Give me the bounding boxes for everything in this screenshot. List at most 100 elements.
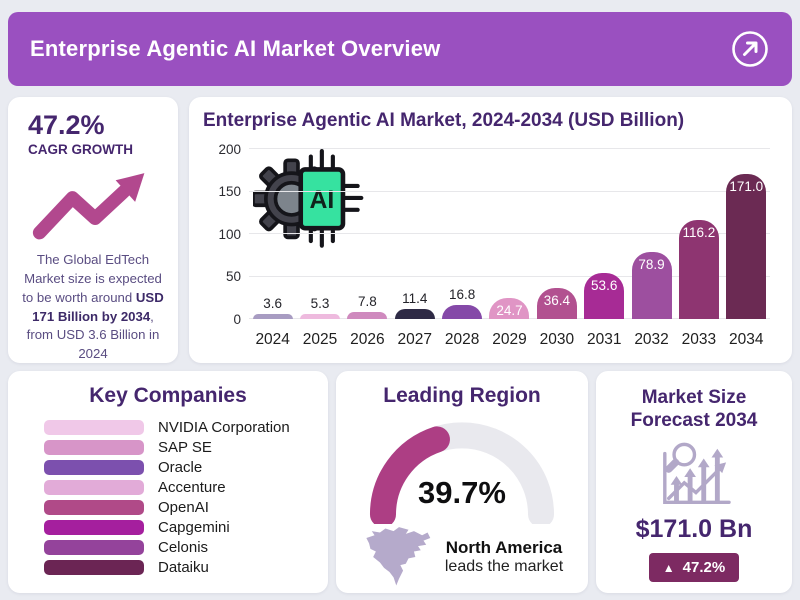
bar: 116.2	[678, 220, 719, 319]
badge-percent: 47.2%	[682, 559, 726, 577]
open-link-button[interactable]	[730, 29, 770, 69]
bar-column: 53.6	[581, 149, 628, 319]
x-axis-label: 2026	[350, 331, 385, 348]
cagr-description: The Global EdTech Market size is expecte…	[20, 251, 166, 363]
key-companies-panel: Key Companies NVIDIA Corporation SAP SE Or…	[8, 371, 328, 593]
region-caption: North America leads the market	[346, 523, 578, 591]
y-axis-tick: 0	[233, 311, 241, 327]
y-axis-tick: 200	[218, 141, 241, 157]
company-color-swatch	[44, 419, 144, 435]
ai-chip-label: AI	[309, 187, 334, 214]
forecast-title-line2: Forecast 2034	[630, 410, 758, 432]
gauge-fill	[369, 422, 555, 528]
desc-before: The Global EdTech Market size is expecte…	[22, 252, 162, 305]
growth-badge: ▲ 47.2%	[648, 553, 740, 583]
cagr-value: 47.2%	[28, 110, 105, 140]
gridline	[249, 190, 770, 192]
bar-value-label: 7.8	[358, 294, 377, 310]
bar-column: 5.3	[296, 149, 343, 319]
bar-column: 7.8	[344, 149, 391, 319]
company-color-swatch	[44, 519, 144, 535]
growth-arrow-icon	[32, 173, 145, 240]
page-title: Enterprise Agentic AI Market Overview	[30, 36, 441, 61]
company-row: Accenture	[44, 478, 328, 496]
bar: 24.7	[489, 298, 530, 319]
bar-column: 3.6	[249, 149, 296, 319]
bar: 53.6	[584, 273, 625, 319]
x-axis-label: 2034	[729, 331, 764, 348]
bar	[394, 309, 435, 319]
bar-value-label: 3.6	[263, 296, 283, 311]
region-caption-text: North America leads the market	[445, 538, 563, 576]
x-axis-label: 2031	[586, 331, 622, 348]
bar-column: 171.0	[723, 149, 770, 319]
bar-column: 11.4	[391, 149, 438, 319]
forecast-panel: Market Size Forecast 2034	[596, 371, 792, 593]
x-axis-label: 2025	[302, 331, 338, 348]
bar	[347, 312, 388, 319]
region-gauge: 39.7%	[364, 418, 560, 528]
bar	[300, 314, 341, 319]
bar-value-label: 16.8	[448, 286, 476, 302]
cagr-panel: 47.2% CAGR GROWTH The Global EdTech Mark…	[8, 97, 178, 363]
bar-chart: AI 0 50 100 150 200 3.6 5.3 7.8 11.4 16.8 24.7 36.4…	[203, 135, 778, 349]
bar-column: 116.2	[675, 149, 722, 319]
company-color-swatch	[44, 499, 144, 515]
bars: 3.6 5.3 7.8 11.4 16.8 24.7 36.4 53.6 78.9 116.2 17…	[249, 149, 770, 319]
company-color-swatch	[44, 559, 144, 575]
bar-column: 36.4	[533, 149, 580, 319]
bar-value-label: 11.4	[402, 291, 428, 307]
bar: 78.9	[631, 251, 672, 319]
header-banner: Enterprise Agentic AI Market Overview	[8, 12, 792, 86]
companies-list: NVIDIA Corporation SAP SE Oracle Accenture O…	[8, 418, 328, 576]
x-axis-label: 2027	[397, 331, 432, 348]
main-row: 47.2% CAGR GROWTH The Global EdTech Mark…	[8, 97, 792, 363]
company-name: Dataiku	[158, 558, 209, 576]
y-axis-tick: 50	[225, 268, 241, 284]
bar-column: 24.7	[486, 149, 533, 319]
chart-title: Enterprise Agentic AI Market, 2024-2034 …	[203, 110, 685, 131]
region-name: North America	[445, 538, 563, 557]
company-name: Oracle	[158, 458, 203, 476]
growth-chart-magnifier-icon	[663, 443, 731, 505]
forecast-title-line1: Market Size	[641, 387, 747, 408]
desc-bold: USD 171 Billion by 2034	[32, 289, 164, 324]
gridline	[249, 233, 770, 234]
north-america-map-icon	[366, 527, 431, 586]
company-color-swatch	[44, 539, 144, 555]
company-color-swatch	[44, 479, 144, 495]
forecast-title: Market Size Forecast 2034	[604, 386, 784, 432]
market-chart-panel: Enterprise Agentic AI Market, 2024-2034 …	[189, 97, 792, 363]
x-axis-label: 2033	[681, 331, 717, 348]
x-axis-label: 2024	[255, 331, 290, 348]
triangle-up-icon: ▲	[662, 560, 675, 575]
region-percent: 39.7%	[418, 475, 506, 510]
bottom-row: Key Companies NVIDIA Corporation SAP SE Or…	[8, 371, 792, 593]
company-row: Dataiku	[44, 558, 328, 576]
company-name: Capgemini	[158, 518, 230, 536]
x-axis-label: 2032	[634, 331, 669, 348]
y-axis-tick: 150	[218, 183, 241, 199]
company-row: OpenAI	[44, 499, 328, 516]
x-axis-label: 2030	[539, 331, 575, 348]
company-row: Oracle	[44, 458, 328, 476]
company-name: SAP SE	[158, 438, 212, 456]
company-name: NVIDIA Corporation	[158, 418, 290, 436]
bar-column: 78.9	[628, 149, 675, 319]
companies-title: Key Companies	[89, 384, 247, 407]
bar-value-label: 5.3	[310, 296, 330, 311]
infographic-root: Enterprise Agentic AI Market Overview 47…	[0, 12, 800, 600]
region-tagline: leads the market	[444, 558, 564, 575]
company-color-swatch	[44, 459, 144, 475]
bar: 36.4	[536, 288, 577, 319]
bar-column: 16.8	[438, 149, 485, 319]
ai-chip-gear-icon: AI	[253, 149, 364, 248]
region-title: Leading Region	[383, 384, 541, 407]
company-name: Accenture	[158, 478, 226, 496]
company-row: Celonis	[44, 538, 328, 556]
gauge-arc-icon	[369, 422, 555, 528]
bar: 171.0	[726, 173, 767, 319]
company-name: Celonis	[158, 538, 209, 556]
arrow-up-right-icon	[732, 31, 768, 67]
forecast-value: $171.0 Bn	[635, 515, 753, 544]
